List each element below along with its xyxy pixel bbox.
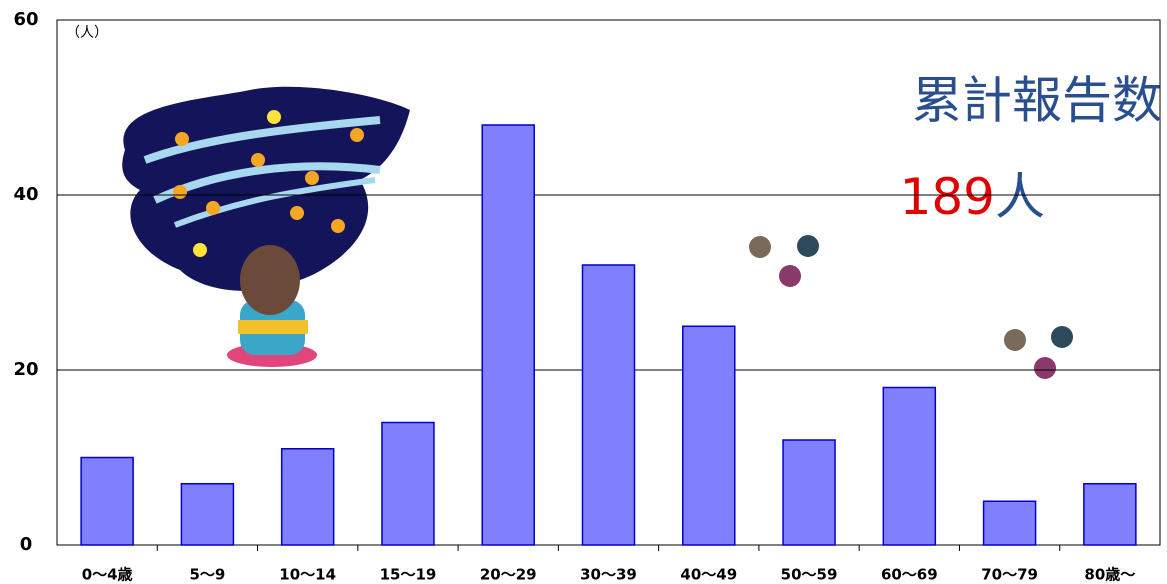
total-text: 189人 (900, 168, 1045, 226)
x-tick-label: 70～79 (981, 566, 1038, 584)
total-count: 189 (900, 168, 995, 226)
bar (984, 501, 1036, 545)
bar (683, 326, 735, 545)
bar (181, 484, 233, 545)
x-tick-label: 10～14 (279, 566, 336, 584)
x-tick-label: 5～9 (189, 566, 225, 584)
bar (583, 265, 635, 545)
unit-label: （人） (66, 25, 108, 41)
bar (783, 440, 835, 545)
y-tick-label: 60 (13, 9, 38, 30)
bar (81, 458, 133, 546)
x-tick-label: 0～4歳 (82, 566, 133, 584)
x-tick-label: 20～29 (480, 566, 537, 584)
y-tick-label: 20 (13, 359, 38, 380)
bar (482, 125, 534, 545)
y-tick-label: 0 (20, 534, 33, 555)
x-tick-label: 60～69 (881, 566, 938, 584)
x-tick-label: 15～19 (380, 566, 437, 584)
y-tick-label: 40 (13, 184, 38, 205)
bar (382, 423, 434, 546)
annotation: 累計報告数 (912, 72, 1162, 130)
x-tick-label: 80歳～ (1084, 566, 1135, 584)
x-tick-label: 40～49 (680, 566, 737, 584)
chart: （人） 累計報告数 189人 0 20 40 60 0～4歳 5～9 10～14 15～19 2… (0, 0, 1167, 584)
x-tick-label: 50～59 (781, 566, 838, 584)
total-unit: 人 (995, 168, 1045, 226)
bar (282, 449, 334, 545)
x-tick-label: 30～39 (580, 566, 637, 584)
bar (1084, 484, 1136, 545)
bar (883, 388, 935, 546)
